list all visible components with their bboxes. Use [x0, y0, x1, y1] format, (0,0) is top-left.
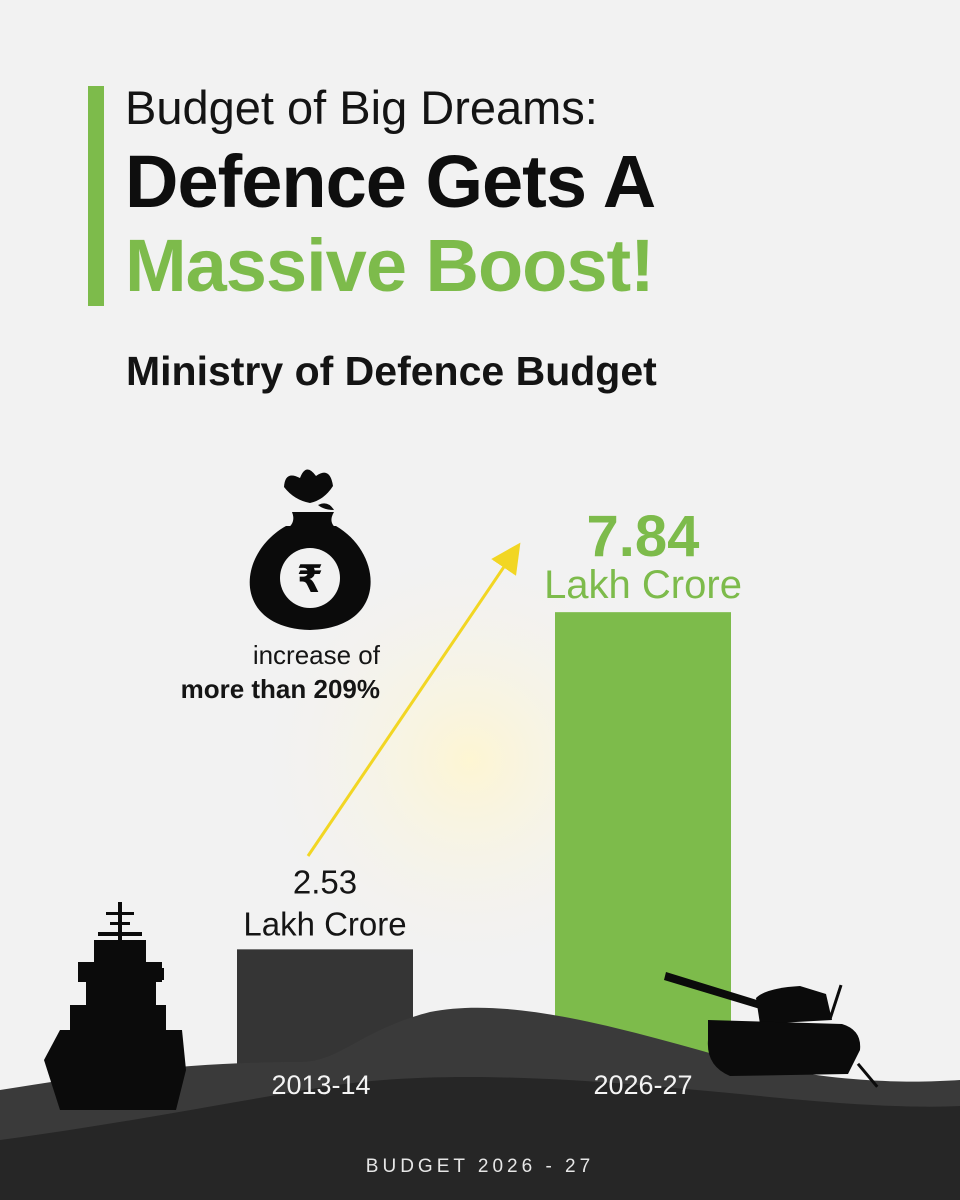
accent-bar: [88, 86, 104, 306]
svg-text:₹: ₹: [297, 559, 323, 601]
headline: Budget of Big Dreams: Defence Gets A Mas…: [125, 80, 925, 308]
increase-callout-line2: more than 209%: [180, 674, 380, 704]
bar-value-2013-14: 2.53: [293, 863, 357, 900]
chart-subtitle: Ministry of Defence Budget: [126, 348, 657, 394]
category-label-2026-27: 2026-27: [593, 1070, 692, 1100]
increase-callout: increase of more than 209%: [140, 638, 380, 706]
bar-value-2026-27: 7.84: [587, 504, 700, 569]
tank-silhouette: [664, 972, 879, 1088]
increase-callout-line1: increase of: [252, 640, 380, 670]
bar-unit-2026-27: Lakh Crore: [544, 563, 742, 607]
warship-silhouette: [44, 902, 186, 1110]
growth-arrow: [306, 542, 521, 857]
headline-title-line2: Massive Boost!: [125, 224, 655, 307]
bar-unit-2013-14: Lakh Crore: [243, 905, 406, 942]
headline-title-line1: Defence Gets A: [125, 140, 656, 223]
rupee-money-bag-icon: ₹: [249, 469, 371, 630]
category-label-2013-14: 2013-14: [271, 1070, 370, 1100]
headline-kicker: Budget of Big Dreams:: [125, 81, 598, 134]
front-hill: [0, 1077, 960, 1200]
footer-budget-label: BUDGET 2026 - 27: [365, 1156, 595, 1177]
